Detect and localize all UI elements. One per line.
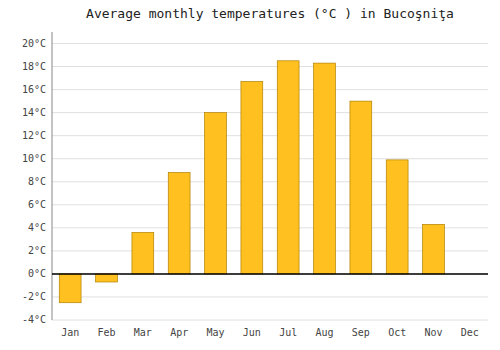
grid-line [52, 320, 488, 321]
bar [59, 274, 81, 303]
y-tick-label: 10°C [22, 153, 46, 164]
grid-line [52, 112, 488, 113]
y-tick-label: 2°C [28, 245, 46, 256]
bar [386, 160, 408, 274]
title: Average monthly temperatures (°C ) in Bu… [86, 6, 454, 21]
y-axis-line [52, 32, 53, 320]
grid-line [52, 204, 488, 205]
x-tick-label: Aug [315, 327, 333, 338]
bar [168, 173, 190, 274]
y-tick-label: -4°C [22, 314, 46, 325]
y-tick-label: 16°C [22, 84, 46, 95]
y-tick-label: 12°C [22, 130, 46, 141]
bar [423, 224, 445, 274]
y-tick-label: 20°C [22, 38, 46, 49]
grid-line [52, 66, 488, 67]
grid-line [52, 135, 488, 136]
x-tick-label: Jul [279, 327, 297, 338]
baseline [52, 273, 488, 275]
x-tick-label: Nov [424, 327, 442, 338]
x-tick-label: Sep [352, 327, 370, 338]
x-tick-label: Jun [243, 327, 261, 338]
y-tick-label: 0°C [28, 268, 46, 279]
chart: Average monthly temperatures (°C ) in Bu… [0, 0, 500, 350]
x-tick-label: Dec [461, 327, 479, 338]
x-tick-label: Apr [170, 327, 188, 338]
y-tick-label: -2°C [22, 291, 46, 302]
x-tick-label: Feb [97, 327, 115, 338]
x-tick-label: Oct [388, 327, 406, 338]
grid-line [52, 89, 488, 90]
y-tick-label: 6°C [28, 199, 46, 210]
y-tick-label: 4°C [28, 222, 46, 233]
grid-line [52, 158, 488, 159]
bar [132, 232, 154, 273]
x-tick-label: Mar [134, 327, 152, 338]
grid-line [52, 43, 488, 44]
x-axis: Jan Feb Mar Apr May Jun Jul Aug Sep Oct Nov Dec [61, 327, 479, 338]
grid [52, 44, 488, 320]
bar [314, 63, 336, 274]
y-tick-label: 18°C [22, 61, 46, 72]
grid-line [52, 181, 488, 182]
grid-line [52, 296, 488, 297]
x-tick-label: Jan [61, 327, 79, 338]
bar [205, 113, 227, 274]
y-axis: -4°C -2°C 0°C 2°C 4°C 6°C 8°C 10°C 12°C 14°C 16°C 1… [22, 32, 52, 325]
bar [350, 101, 372, 274]
y-tick-label: 14°C [22, 107, 46, 118]
x-tick-label: May [206, 327, 224, 338]
bar [241, 82, 263, 274]
bars [52, 61, 488, 303]
y-tick-label: 8°C [28, 176, 46, 187]
bar [96, 274, 118, 282]
grid-line [52, 273, 488, 274]
bar [277, 61, 299, 274]
